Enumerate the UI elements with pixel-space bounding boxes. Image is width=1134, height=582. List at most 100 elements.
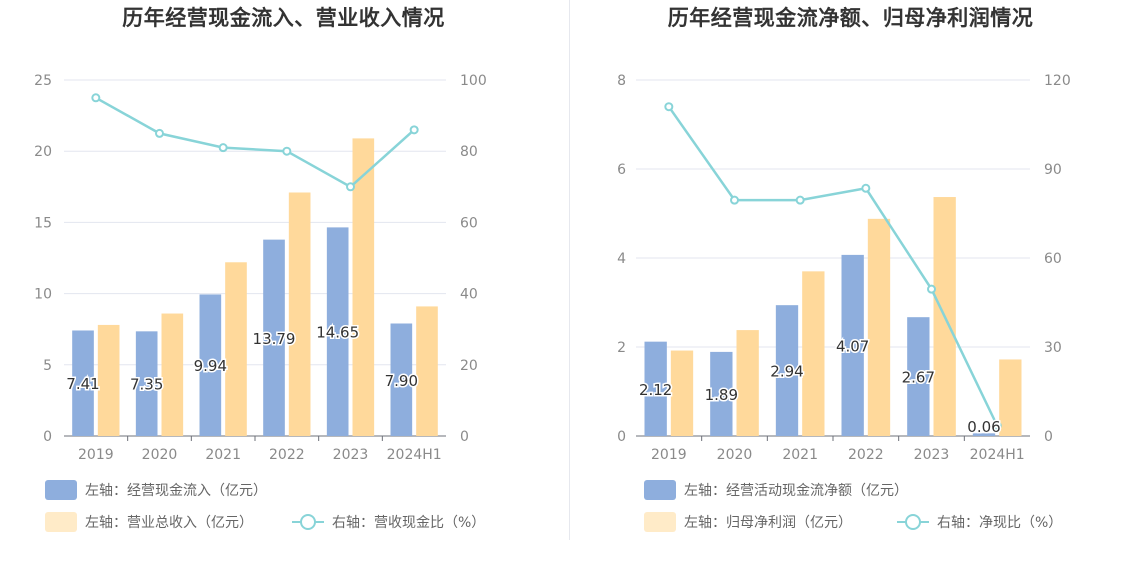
x-tick-label: 2024H1 [387, 447, 442, 463]
line-point [218, 143, 228, 153]
y-right-tick-label: 0 [460, 429, 469, 445]
legend-item-series-2[interactable]: 左轴：营业总收入（亿元） [45, 512, 253, 532]
bar-data-label: 0.06 [967, 418, 1000, 436]
y-right-tick-label: 80 [460, 144, 478, 160]
bar-data-label: 9.94 [194, 357, 227, 375]
y-left-tick-label: 5 [43, 358, 52, 374]
bar-series-1 [199, 294, 222, 436]
y-left-tick-label: 10 [34, 287, 52, 303]
bar-series-1 [326, 227, 349, 436]
x-tick-label: 2023 [333, 447, 369, 463]
y-right-tick-label: 60 [460, 215, 478, 231]
bar-data-label: 2.67 [902, 369, 935, 387]
legend-label: 左轴：营业总收入（亿元） [85, 515, 253, 531]
y-right-tick-label: 30 [1044, 340, 1062, 356]
line-point [730, 195, 739, 205]
bar-series-1 [710, 351, 733, 436]
chart-title: 历年经营现金流净额、归母净利润情况 [667, 6, 1034, 30]
y-left-tick-label: 0 [43, 429, 52, 445]
legend-swatch-bar-yellow [644, 512, 676, 532]
line-point [409, 125, 419, 135]
bar-series-2 [225, 262, 247, 436]
y-right-tick-label: 20 [460, 358, 478, 374]
legend-item-series-2[interactable]: 左轴：归母净利润（亿元） [644, 512, 852, 532]
y-right-tick-label: 40 [460, 287, 478, 303]
chart-panel-net-cash-flow: 历年经营现金流净额、归母净利润情况 0 2 4 6 8 0 30 60 90 120 2019 202… [567, 0, 1134, 582]
bar-series-2 [352, 138, 375, 436]
x-tick-label: 2019 [78, 447, 114, 463]
line-point [282, 146, 292, 156]
chart-plot-net-cash-flow: 0 2 4 6 8 0 30 60 90 120 2019 2020 2021 2022 2023 2024H… [617, 73, 1071, 463]
legend-swatch-line-icon [897, 512, 929, 532]
line-point [155, 128, 164, 138]
x-tick-label: 2024H1 [970, 447, 1025, 463]
line-series-3 [667, 105, 999, 427]
y-left-tick-label: 8 [617, 73, 626, 89]
legend-label: 左轴：经营现金流入（亿元） [85, 483, 267, 499]
bar-series-1 [72, 330, 94, 436]
chart-title: 历年经营现金流入、营业收入情况 [122, 6, 445, 30]
legend-swatch-bar-blue [45, 480, 77, 500]
y-left-tick-label: 4 [617, 251, 626, 267]
chart-plot-cash-inflow: 0 5 10 15 20 25 0 20 40 60 80 100 2019 2020 2021 2022 20… [34, 73, 487, 463]
legend-item-series-1[interactable]: 左轴：经营现金流入（亿元） [45, 480, 267, 500]
x-tick-label: 2021 [205, 447, 241, 463]
x-tick-label: 2021 [782, 447, 818, 463]
legend-label: 左轴：归母净利润（亿元） [684, 515, 852, 531]
bar-series-1 [841, 254, 864, 436]
line-point [927, 284, 936, 294]
x-tick-label: 2020 [142, 447, 178, 463]
bar-data-label: 2.12 [639, 381, 672, 399]
y-left-tick-label: 20 [34, 144, 52, 160]
y-right-tick-label: 0 [1044, 429, 1053, 445]
bar-data-label: 13.79 [253, 330, 296, 348]
y-left-tick-label: 25 [34, 73, 52, 89]
x-tick-label: 2020 [717, 447, 753, 463]
bar-series-2 [670, 350, 694, 436]
y-right-tick-label: 90 [1044, 162, 1062, 178]
x-tick-label: 2019 [651, 447, 687, 463]
legend-swatch-bar-blue [644, 480, 676, 500]
y-left-tick-label: 2 [617, 340, 626, 356]
line-point [861, 183, 871, 193]
line-point [91, 93, 101, 103]
bar-series-2 [416, 306, 438, 436]
y-left-tick-label: 15 [34, 215, 52, 231]
legend-swatch-line-icon [292, 512, 324, 532]
y-right-tick-label: 100 [460, 73, 487, 89]
legend-label: 右轴：营收现金比（%） [332, 515, 486, 531]
bar-series-2 [999, 359, 1022, 436]
legend-item-series-3[interactable]: 右轴：营收现金比（%） [292, 512, 485, 532]
bar-series-2 [288, 192, 311, 436]
bar-series-2 [736, 330, 759, 436]
y-left-tick-label: 6 [617, 162, 626, 178]
line-series-3 [95, 96, 416, 189]
legend-item-series-1[interactable]: 左轴：经营活动现金流净额（亿元） [644, 480, 908, 500]
x-tick-label: 2023 [914, 447, 950, 463]
legend-swatch-bar-yellow [45, 512, 77, 532]
legend-label: 右轴：净现比（%） [937, 515, 1063, 531]
bar-series-1 [775, 305, 799, 436]
bar-data-label: 7.35 [130, 376, 163, 394]
bar-data-label: 7.41 [66, 375, 99, 393]
line-point [992, 421, 1002, 431]
x-tick-label: 2022 [269, 447, 305, 463]
y-left-tick-label: 0 [617, 429, 626, 445]
bar-data-label: 4.07 [836, 337, 869, 355]
legend-item-series-3[interactable]: 右轴：净现比（%） [897, 512, 1062, 532]
y-right-tick-label: 120 [1044, 73, 1071, 89]
bar-series-1 [135, 331, 158, 436]
bar-series-1 [972, 433, 996, 436]
chart-panel-cash-inflow: 历年经营现金流入、营业收入情况 0 5 10 15 20 25 0 20 40 60 80 100 20… [34, 6, 487, 532]
bar-series-1 [907, 317, 930, 436]
bar-series-1 [263, 239, 285, 436]
x-tick-label: 2022 [848, 447, 884, 463]
line-point [346, 182, 355, 192]
bar-data-label: 7.90 [385, 372, 418, 390]
bar-data-label: 14.65 [316, 324, 359, 342]
line-point [664, 102, 674, 112]
line-point [795, 195, 805, 205]
bar-data-label: 1.89 [705, 386, 738, 404]
bar-series-1 [644, 341, 667, 436]
bar-series-2 [97, 324, 120, 436]
